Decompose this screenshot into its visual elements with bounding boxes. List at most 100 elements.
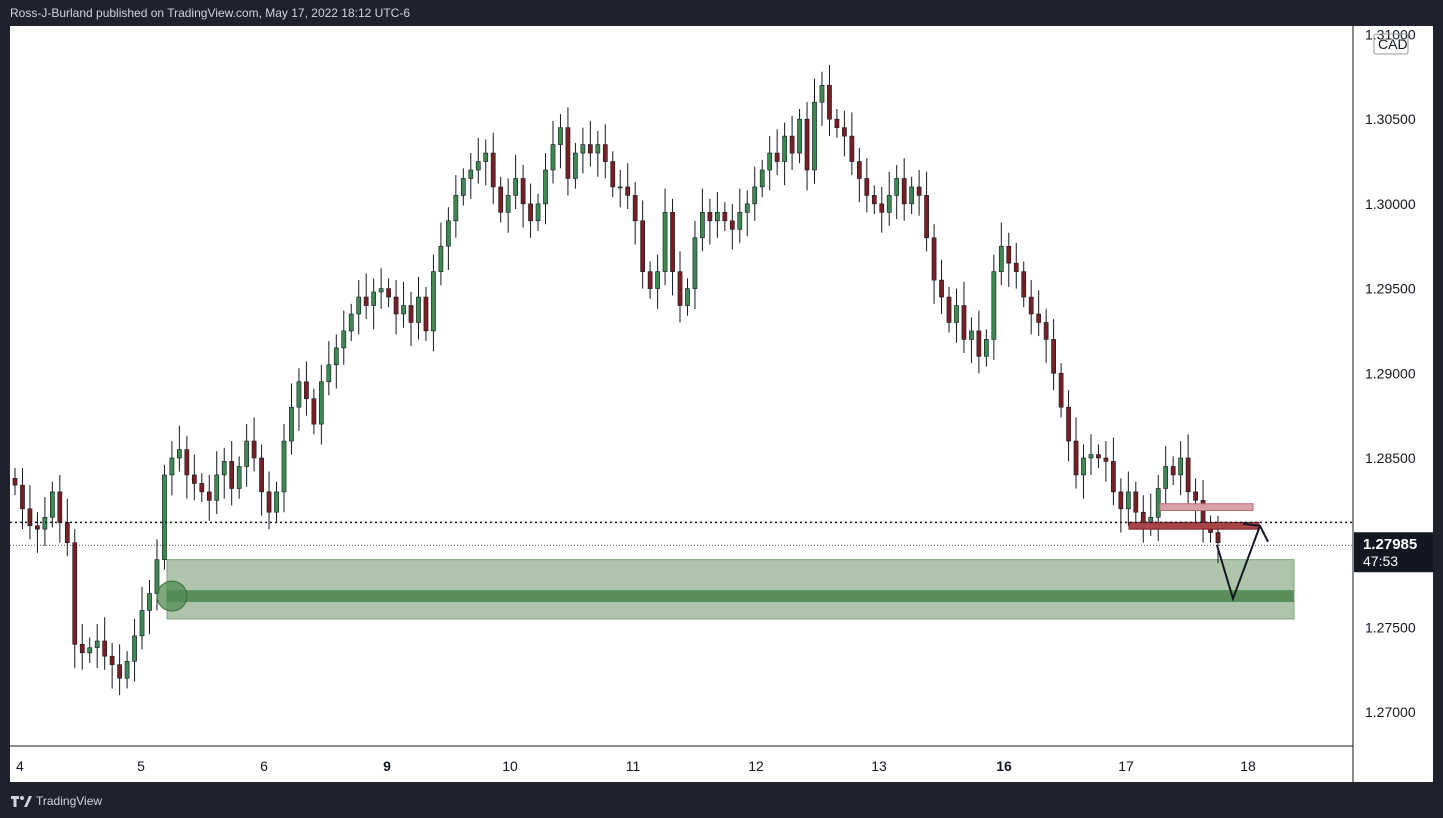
candle-up	[685, 288, 690, 306]
candle-down	[1028, 296, 1034, 315]
candle-down	[1058, 372, 1064, 408]
candle-down	[722, 212, 728, 222]
candle-down	[864, 178, 870, 196]
candle-down	[57, 491, 63, 523]
candle-down	[707, 212, 713, 222]
candle-up	[401, 305, 406, 315]
footer: TradingView	[10, 792, 102, 810]
candle-up	[460, 178, 466, 196]
candle-down	[1111, 461, 1116, 493]
candle-down	[632, 195, 638, 222]
candle-up	[550, 144, 556, 171]
y-tick-label: 1.29000	[1365, 365, 1416, 381]
candle-down	[931, 237, 937, 281]
candle-up	[558, 127, 563, 145]
candle-down	[1096, 454, 1101, 459]
candle-down	[602, 144, 608, 162]
candle-down	[20, 484, 25, 510]
candle-up	[700, 212, 705, 239]
candle-down	[924, 195, 929, 239]
x-tick-label: 4	[16, 758, 24, 774]
candle-up	[296, 381, 302, 408]
candle-down	[1021, 271, 1027, 298]
candle-up	[318, 381, 324, 425]
candle-up	[752, 186, 758, 205]
y-tick-label: 1.29500	[1365, 281, 1416, 297]
candle-up	[453, 195, 459, 222]
candle-up	[505, 195, 511, 213]
candle-down	[856, 161, 862, 179]
candle-down	[1103, 457, 1109, 462]
candle-up	[431, 271, 436, 332]
last-price-value: 1.27985	[1363, 536, 1417, 553]
projection-path	[1216, 525, 1261, 602]
candle-up	[573, 152, 578, 179]
candle-up	[715, 212, 720, 222]
candle-up	[214, 474, 220, 501]
candle-down	[184, 449, 190, 476]
candle-down	[946, 296, 952, 323]
candle-down	[1118, 491, 1124, 510]
candle-down	[229, 461, 235, 489]
candle-down	[1193, 491, 1198, 501]
candle-up	[169, 457, 175, 476]
candle-down	[1036, 313, 1042, 323]
candle-up	[543, 169, 548, 205]
candle-down	[976, 330, 982, 357]
candle-up	[1088, 454, 1094, 459]
candle-down	[72, 542, 78, 645]
chart-frame[interactable]: 1.270001.275001.280001.285001.290001.295…	[10, 26, 1433, 782]
candle-up	[87, 647, 93, 654]
last-price-countdown: 47:53	[1363, 553, 1398, 569]
candle-down	[79, 644, 85, 654]
candle-up	[1148, 516, 1154, 523]
candle-down	[961, 305, 967, 340]
candle-up	[894, 178, 900, 196]
candle-down	[12, 478, 18, 486]
tradingview-logo-icon	[11, 796, 32, 807]
y-tick-label: 1.30500	[1365, 111, 1416, 127]
candle-down	[834, 118, 840, 128]
candle-down	[1006, 245, 1012, 264]
candle-down	[259, 457, 264, 493]
candle-up	[595, 144, 601, 154]
candle-down	[901, 178, 907, 205]
annotation-layer	[166, 559, 1295, 620]
candle-up	[333, 347, 339, 366]
candle-up	[744, 203, 750, 213]
candle-up	[356, 296, 362, 315]
candle-up	[483, 152, 489, 162]
candle-down	[1051, 339, 1056, 374]
candle-up	[124, 660, 130, 679]
candle-down	[1133, 491, 1139, 513]
candle-up	[1178, 457, 1183, 476]
candle-down	[774, 152, 780, 162]
currency-label: CAD	[1378, 36, 1408, 52]
x-tick-label: 13	[871, 758, 887, 774]
candle-up	[662, 212, 668, 272]
candle-up	[236, 466, 242, 489]
candle-down	[1066, 406, 1071, 442]
candle-up	[446, 220, 451, 247]
candle-down	[191, 474, 197, 484]
candlestick-chart[interactable]: 1.270001.275001.280001.285001.290001.295…	[10, 26, 1433, 782]
candle-down	[827, 84, 832, 120]
candle-down	[35, 525, 40, 530]
candle-up	[371, 291, 377, 306]
candle-up	[1163, 466, 1169, 489]
candle-up	[580, 144, 586, 154]
candle-down	[1215, 532, 1221, 544]
candle-up	[909, 186, 915, 205]
currency-badge	[1373, 33, 1409, 55]
candle-down	[610, 161, 616, 188]
candle-up	[475, 161, 481, 171]
resistance-box	[1159, 503, 1254, 512]
candle-down	[311, 398, 317, 425]
candle-down	[849, 135, 855, 162]
candle-up	[468, 169, 474, 179]
candle-up	[94, 640, 100, 649]
x-tick-label: 12	[748, 758, 764, 774]
support-box	[1128, 521, 1260, 530]
candle-up	[819, 84, 825, 103]
candle-up	[759, 169, 765, 188]
